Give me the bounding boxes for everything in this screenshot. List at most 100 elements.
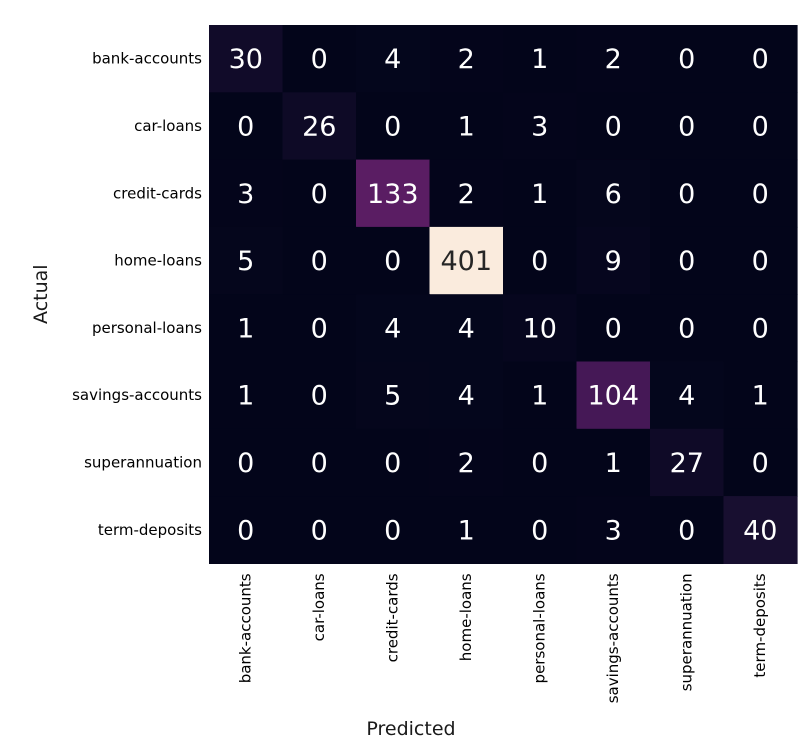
cell-value-label: 2 bbox=[458, 44, 475, 75]
cell-value-label: 10 bbox=[523, 313, 557, 344]
heatmap-cell bbox=[429, 226, 504, 295]
y-tick-label: home-loans bbox=[114, 252, 202, 270]
cell-value-label: 104 bbox=[587, 381, 639, 412]
cell-value-label: 0 bbox=[678, 313, 695, 344]
cell-value-label: 0 bbox=[752, 179, 769, 210]
heatmap-cell bbox=[503, 92, 578, 161]
cell-value-label: 0 bbox=[752, 448, 769, 479]
heatmap-cell bbox=[209, 226, 284, 295]
cell-value-label: 3 bbox=[605, 515, 622, 546]
cell-value-label: 40 bbox=[743, 515, 777, 546]
cell-value-label: 0 bbox=[311, 515, 328, 546]
heatmap-cell bbox=[282, 496, 357, 564]
cell-value-label: 0 bbox=[752, 111, 769, 142]
cell-value-label: 9 bbox=[605, 246, 622, 277]
x-tick-label: savings-accounts bbox=[604, 573, 622, 703]
heatmap-cell bbox=[356, 92, 431, 161]
heatmap-cell bbox=[282, 294, 357, 363]
y-tick-label: car-loans bbox=[134, 117, 202, 135]
heatmap-cell bbox=[723, 361, 798, 430]
heatmap-cell bbox=[282, 428, 357, 497]
cell-value-label: 0 bbox=[531, 448, 548, 479]
cell-value-label: 0 bbox=[605, 313, 622, 344]
cell-value-label: 0 bbox=[311, 246, 328, 277]
cell-value-label: 2 bbox=[458, 448, 475, 479]
heatmap-cell bbox=[650, 226, 725, 295]
heatmap-cell bbox=[723, 25, 798, 93]
heatmap-cell bbox=[650, 159, 725, 228]
cell-value-label: 0 bbox=[531, 246, 548, 277]
heatmap-cell bbox=[356, 25, 431, 93]
cell-value-label: 0 bbox=[311, 44, 328, 75]
heatmap-cell bbox=[723, 92, 798, 161]
x-tick-label: home-loans bbox=[457, 573, 475, 661]
heatmap-cell bbox=[356, 496, 431, 564]
cell-value-label: 1 bbox=[237, 381, 254, 412]
heatmap-cells bbox=[209, 25, 798, 564]
cell-value-label: 0 bbox=[678, 44, 695, 75]
heatmap-cell bbox=[429, 294, 504, 363]
cell-value-label: 133 bbox=[367, 179, 419, 210]
heatmap-cell bbox=[503, 294, 578, 363]
cell-value-label: 0 bbox=[678, 246, 695, 277]
x-tick-label: car-loans bbox=[310, 573, 328, 641]
y-tick-label: superannuation bbox=[84, 453, 202, 471]
heatmap-cell bbox=[209, 496, 284, 564]
heatmap-cell bbox=[650, 496, 725, 564]
heatmap-cell bbox=[723, 496, 798, 564]
cell-value-label: 1 bbox=[605, 448, 622, 479]
heatmap-cell bbox=[282, 159, 357, 228]
cell-value-label: 4 bbox=[384, 44, 401, 75]
y-tick-labels: bank-accounts car-loans credit-cards home-l… bbox=[72, 50, 202, 539]
heatmap-cell bbox=[282, 92, 357, 161]
heatmap-cell bbox=[429, 25, 504, 93]
heatmap-cell bbox=[209, 92, 284, 161]
heatmap-cell bbox=[429, 496, 504, 564]
cell-value-label: 1 bbox=[531, 44, 548, 75]
heatmap-cell bbox=[576, 294, 651, 363]
y-axis-title: Actual bbox=[30, 264, 52, 324]
cell-value-label: 0 bbox=[237, 111, 254, 142]
cell-value-label: 0 bbox=[384, 515, 401, 546]
cell-value-label: 6 bbox=[605, 179, 622, 210]
heatmap-cell bbox=[650, 428, 725, 497]
y-tick-label: savings-accounts bbox=[72, 386, 202, 404]
heatmap-cell bbox=[429, 92, 504, 161]
cell-value-label: 0 bbox=[752, 44, 769, 75]
heatmap-cell bbox=[209, 294, 284, 363]
cell-value-label: 0 bbox=[752, 246, 769, 277]
cell-value-label: 0 bbox=[531, 515, 548, 546]
cell-value-label: 0 bbox=[678, 111, 695, 142]
heatmap-cell bbox=[356, 361, 431, 430]
x-tick-label: term-deposits bbox=[751, 573, 769, 677]
x-tick-label: bank-accounts bbox=[237, 573, 255, 683]
cell-value-label: 27 bbox=[670, 448, 704, 479]
cell-value-label: 0 bbox=[384, 448, 401, 479]
heatmap-cell bbox=[576, 361, 651, 430]
heatmap-cell bbox=[503, 496, 578, 564]
heatmap-cell bbox=[356, 428, 431, 497]
cell-value-label: 3 bbox=[531, 111, 548, 142]
heatmap-cell bbox=[356, 294, 431, 363]
cell-value-label: 0 bbox=[384, 111, 401, 142]
x-tick-label: credit-cards bbox=[384, 573, 402, 662]
cell-value-label: 1 bbox=[237, 313, 254, 344]
cell-value-label: 5 bbox=[384, 381, 401, 412]
heatmap-cell bbox=[209, 361, 284, 430]
heatmap-cell bbox=[576, 92, 651, 161]
y-tick-label: bank-accounts bbox=[92, 50, 202, 68]
cell-value-label: 1 bbox=[458, 111, 475, 142]
cell-value-label: 2 bbox=[605, 44, 622, 75]
heatmap-cell bbox=[209, 159, 284, 228]
cell-value-label: 0 bbox=[311, 313, 328, 344]
heatmap-cell bbox=[503, 361, 578, 430]
heatmap-cell bbox=[429, 428, 504, 497]
cell-value-label: 0 bbox=[311, 381, 328, 412]
x-tick-label: personal-loans bbox=[531, 573, 549, 683]
cell-value-label: 0 bbox=[237, 515, 254, 546]
heatmap-cell bbox=[356, 226, 431, 295]
cell-value-label: 4 bbox=[458, 381, 475, 412]
cell-value-label: 1 bbox=[458, 515, 475, 546]
